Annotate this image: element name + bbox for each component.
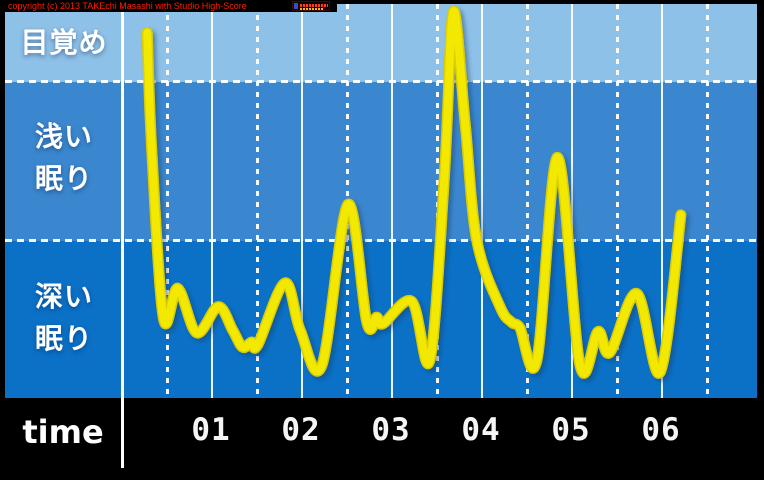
gridline-hour-01 [211,4,213,398]
band-divider-light-deep [5,239,757,242]
x-tick-03: 03 [371,412,411,448]
gridline-hour-02 [301,4,303,398]
gridline-half-hour-5 [526,4,529,398]
x-tick-01: 01 [191,412,231,448]
gridline-half-hour-4 [436,4,439,398]
studio-high-score-badge-icon [292,1,330,11]
x-tick-02: 02 [281,412,321,448]
band-label-light-line2: 眠り [34,162,93,195]
x-tick-04: 04 [461,412,501,448]
gridline-half-hour-7 [706,4,709,398]
y-axis-line [121,6,124,468]
band-label-deep-sleep: 深い 眠り [8,276,120,360]
band-divider-awake-light [5,80,757,83]
band-label-light-sleep: 浅い 眠り [8,116,120,200]
x-tick-05: 05 [551,412,591,448]
gridline-hour-03 [391,4,393,398]
band-label-awake-line: 目覚め [20,26,108,59]
gridline-hour-06 [661,4,663,398]
copyright-bar: copyright (c) 2013 TAKEchi Masashi with … [0,0,337,12]
band-label-awake: 目覚め [8,22,120,64]
x-tick-06: 06 [641,412,681,448]
gridline-half-hour-3 [346,4,349,398]
gridline-half-hour-2 [256,4,259,398]
band-label-deep-line2: 眠り [34,322,93,355]
badge-yellow-microtext [300,8,324,10]
band-label-deep-line1: 深い [34,280,93,313]
copyright-text: copyright (c) 2013 TAKEchi Masashi with … [8,1,247,11]
badge-accent-square [294,3,298,9]
gridline-half-hour-6 [616,4,619,398]
badge-red-microtext [300,4,328,7]
band-label-light-line1: 浅い [34,120,93,153]
x-axis-title: time [22,413,104,451]
gridline-hour-04 [481,4,483,398]
gridline-hour-05 [571,4,573,398]
gridline-half-hour-1 [166,4,169,398]
